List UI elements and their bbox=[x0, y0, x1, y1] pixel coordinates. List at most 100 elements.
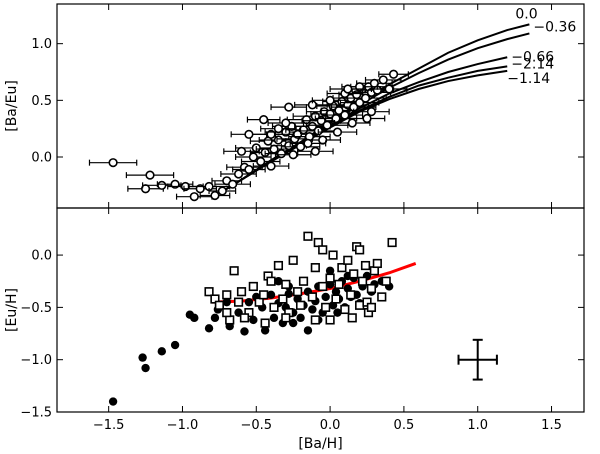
data-point bbox=[259, 114, 269, 125]
data-point-square bbox=[357, 276, 368, 286]
data-point-square bbox=[346, 290, 356, 300]
data-point-filled bbox=[244, 297, 254, 307]
data-point-square bbox=[204, 287, 214, 297]
data-point-square bbox=[334, 279, 344, 289]
y-tick-label: −0.5 bbox=[20, 301, 52, 316]
data-point-filled bbox=[260, 326, 270, 335]
data-point-square bbox=[355, 300, 365, 310]
data-point-filled bbox=[321, 292, 330, 302]
data-point-square bbox=[340, 304, 350, 315]
data-point bbox=[384, 84, 394, 94]
data-point-square bbox=[293, 287, 303, 297]
x-axis-title: [Ba/H] bbox=[298, 436, 342, 452]
data-point bbox=[378, 75, 388, 85]
data-point-square bbox=[281, 313, 291, 323]
data-point bbox=[307, 121, 317, 131]
data-point-square bbox=[331, 294, 341, 304]
bottom-panel: −1.5 −1.0 −0.5 0.0 0.5 1.0 1.5 −1.5 −1.0 −0.5 0.0 [… bbox=[4, 207, 585, 452]
data-point bbox=[284, 102, 294, 112]
data-point-square bbox=[233, 297, 244, 307]
data-point bbox=[157, 180, 167, 190]
data-point bbox=[248, 152, 258, 162]
data-point bbox=[281, 118, 291, 128]
data-point bbox=[273, 124, 284, 134]
data-point-square bbox=[303, 231, 313, 241]
data-point-filled bbox=[222, 297, 231, 307]
data-point-square bbox=[281, 279, 291, 289]
data-point-square bbox=[214, 300, 224, 310]
data-point-filled bbox=[190, 313, 199, 323]
data-point-square bbox=[387, 237, 397, 248]
data-point-square bbox=[325, 273, 335, 283]
x-tick-label: 1.0 bbox=[467, 418, 488, 433]
data-point-square bbox=[369, 266, 379, 276]
data-point-filled bbox=[296, 313, 305, 323]
data-point bbox=[256, 156, 266, 167]
data-point-square bbox=[310, 315, 320, 325]
curve-label: 0.0 bbox=[515, 6, 537, 22]
data-point-square bbox=[236, 287, 247, 297]
data-point-filled bbox=[249, 315, 258, 325]
data-point-square bbox=[381, 276, 391, 286]
data-point bbox=[343, 84, 353, 94]
data-point-filled bbox=[274, 277, 283, 286]
data-point-filled bbox=[269, 313, 279, 323]
curve-label: −2.14 bbox=[511, 56, 554, 72]
data-point-square bbox=[318, 281, 328, 292]
data-point-square bbox=[318, 245, 328, 255]
data-point bbox=[244, 164, 254, 175]
data-point-square bbox=[343, 255, 353, 265]
x-tick-label: 0.5 bbox=[394, 418, 415, 433]
data-point-square bbox=[266, 276, 276, 286]
x-tick-label: −1.0 bbox=[167, 418, 199, 433]
data-point bbox=[108, 158, 118, 168]
data-point-square bbox=[372, 258, 382, 269]
data-point-filled bbox=[204, 324, 214, 333]
data-point-filled bbox=[170, 340, 180, 350]
data-point-square bbox=[360, 260, 371, 271]
data-point-square bbox=[254, 297, 264, 307]
data-point bbox=[388, 69, 399, 79]
y-tick-label: 0.0 bbox=[31, 151, 52, 166]
data-point-filled bbox=[157, 347, 167, 356]
data-point-filled bbox=[288, 318, 298, 328]
data-point bbox=[332, 127, 343, 137]
data-point bbox=[288, 150, 298, 160]
data-point-square bbox=[222, 308, 232, 318]
y-axis-title: [Ba/Eu] bbox=[4, 80, 20, 132]
data-point-square bbox=[307, 292, 317, 302]
top-panel: 0.00.51.0[Ba/Eu]0.0−0.36−0.66−2.14−1.14 bbox=[4, 3, 585, 209]
x-tick-label: 0.0 bbox=[320, 418, 341, 433]
data-point bbox=[236, 146, 247, 156]
curve-label: −0.66 bbox=[511, 49, 554, 65]
data-point bbox=[233, 169, 244, 179]
data-point-filled bbox=[308, 305, 317, 314]
data-point bbox=[266, 161, 276, 171]
data-point bbox=[331, 113, 341, 124]
data-point bbox=[322, 120, 332, 130]
x-tick-label: 1.5 bbox=[541, 418, 562, 433]
data-point-square bbox=[298, 276, 309, 286]
data-point-square bbox=[337, 263, 347, 273]
y-tick-label: 0.0 bbox=[31, 249, 52, 264]
data-point-square bbox=[229, 266, 239, 276]
data-point-square bbox=[366, 302, 377, 312]
data-point bbox=[366, 107, 377, 117]
data-point bbox=[340, 110, 350, 120]
data-point-filled bbox=[331, 287, 341, 296]
data-point bbox=[189, 192, 199, 202]
data-point-square bbox=[366, 283, 377, 294]
data-point bbox=[273, 135, 284, 145]
data-point-square bbox=[278, 294, 288, 304]
data-point-filled bbox=[303, 326, 313, 335]
y-tick-label: 1.0 bbox=[31, 37, 52, 52]
data-point-filled bbox=[108, 397, 118, 406]
curve-label: −1.14 bbox=[507, 71, 550, 87]
data-point bbox=[360, 93, 371, 103]
data-point-square bbox=[260, 318, 270, 328]
data-point-square bbox=[259, 290, 269, 300]
data-point bbox=[355, 97, 365, 108]
x-tick-label: −1.5 bbox=[93, 418, 125, 433]
data-point-square bbox=[225, 315, 235, 325]
